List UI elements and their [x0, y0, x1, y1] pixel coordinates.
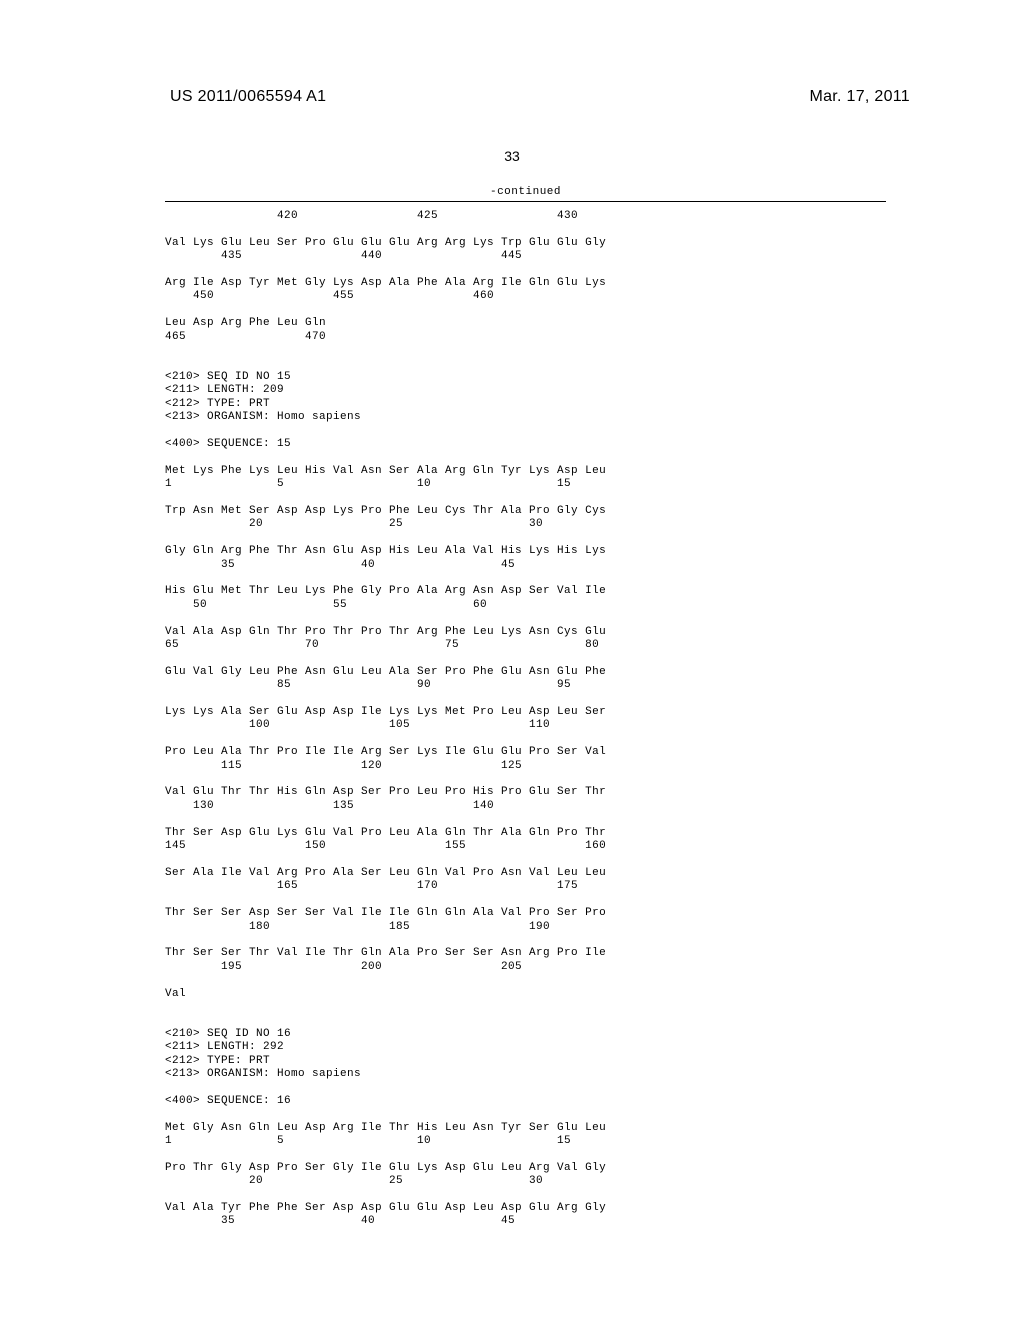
top-rule	[165, 201, 886, 202]
publication-number: US 2011/0065594 A1	[170, 88, 326, 106]
sequence-continuation: 420 425 430 Val Lys Glu Leu Ser Pro Glu …	[165, 210, 886, 371]
continued-label: -continued	[165, 186, 886, 198]
page-number: 33	[0, 148, 1024, 164]
publication-date: Mar. 17, 2011	[809, 88, 910, 106]
sequence-header-16: <210> SEQ ID NO 16 <211> LENGTH: 292 <21…	[165, 1028, 886, 1122]
sequence-16: Met Gly Asn Gln Leu Asp Arg Ile Thr His …	[165, 1122, 886, 1229]
content-area: -continued 420 425 430 Val Lys Glu Leu S…	[165, 186, 886, 1229]
sequence-15: Met Lys Phe Lys Leu His Val Asn Ser Ala …	[165, 465, 886, 1028]
page-header: US 2011/0065594 A1 Mar. 17, 2011	[0, 0, 1024, 106]
sequence-header-15: <210> SEQ ID NO 15 <211> LENGTH: 209 <21…	[165, 371, 886, 465]
